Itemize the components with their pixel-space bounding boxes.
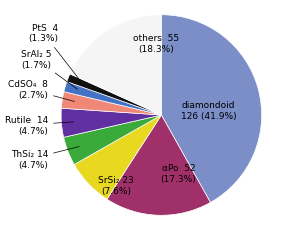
Text: PtS  4
(1.3%): PtS 4 (1.3%) — [28, 24, 81, 82]
Text: ThSi₂ 14
(4.7%): ThSi₂ 14 (4.7%) — [11, 147, 79, 169]
Text: αPo  52
(17.3%): αPo 52 (17.3%) — [160, 164, 196, 183]
Text: Rutile  14
(4.7%): Rutile 14 (4.7%) — [5, 116, 74, 135]
Wedge shape — [161, 16, 262, 203]
Wedge shape — [107, 116, 211, 215]
Text: CdSO₄  8
(2.7%): CdSO₄ 8 (2.7%) — [8, 80, 74, 102]
Wedge shape — [67, 75, 161, 116]
Wedge shape — [74, 116, 161, 199]
Wedge shape — [61, 109, 161, 138]
Wedge shape — [64, 82, 161, 116]
Wedge shape — [70, 16, 161, 116]
Wedge shape — [61, 92, 161, 116]
Text: SrSi₂ 23
(7.6%): SrSi₂ 23 (7.6%) — [98, 176, 134, 195]
Text: diamondoid
126 (41.9%): diamondoid 126 (41.9%) — [181, 101, 236, 120]
Text: SrAl₂ 5
(1.7%): SrAl₂ 5 (1.7%) — [21, 50, 78, 90]
Text: others  55
(18.3%): others 55 (18.3%) — [133, 34, 179, 53]
Wedge shape — [64, 116, 161, 165]
